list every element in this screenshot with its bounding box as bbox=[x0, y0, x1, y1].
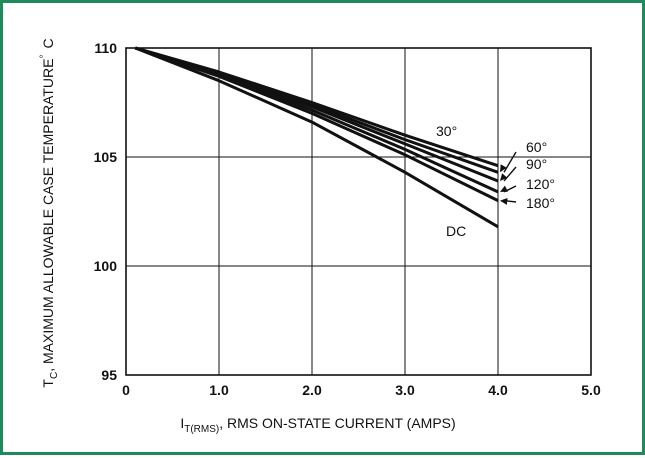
series-line bbox=[134, 46, 499, 202]
x-ticks: 0 1.0 2.0 3.0 4.0 5.0 bbox=[122, 382, 601, 398]
series-line bbox=[134, 46, 499, 229]
series-label: 120° bbox=[526, 176, 555, 192]
x-tick-label: 3.0 bbox=[395, 382, 415, 398]
series-arrow-head bbox=[500, 164, 507, 173]
series-label: 90° bbox=[526, 156, 547, 172]
x-tick-label: 2.0 bbox=[302, 382, 322, 398]
series-arrow-line bbox=[503, 151, 517, 173]
series-label: DC bbox=[446, 223, 466, 239]
x-tick-label: 4.0 bbox=[488, 382, 508, 398]
x-axis-label: IT(RMS), RMS ON-STATE CURRENT (AMPS) bbox=[180, 415, 455, 435]
series-arrow-line bbox=[503, 166, 517, 182]
y-axis-label: TC, MAXIMUM ALLOWABLE CASE TEMPERATURE°C bbox=[39, 38, 60, 387]
series-arrow-head bbox=[500, 198, 508, 205]
y-tick-label: 100 bbox=[94, 258, 118, 274]
y-ticks: 95 100 105 110 bbox=[94, 40, 118, 383]
y-tick-label: 110 bbox=[94, 40, 117, 56]
series-label: 180° bbox=[526, 195, 555, 211]
y-tick-label: 95 bbox=[101, 367, 117, 383]
series-label: 30° bbox=[436, 123, 457, 139]
series-arrow-head bbox=[500, 185, 508, 192]
grid bbox=[125, 47, 592, 376]
chart-svg: 0 1.0 2.0 3.0 4.0 5.0 95 100 105 110 30° 60°90° 12… bbox=[39, 38, 601, 435]
x-tick-label: 0 bbox=[122, 382, 130, 398]
series-arrow-head bbox=[500, 173, 508, 181]
series-label: 60° bbox=[526, 139, 547, 155]
plot-border bbox=[125, 47, 592, 376]
series-lines bbox=[134, 46, 499, 229]
x-tick-label: 1.0 bbox=[209, 382, 229, 398]
x-tick-label: 5.0 bbox=[581, 382, 601, 398]
series-annotations: 30° 60°90° 120° 180° DC bbox=[436, 123, 555, 239]
y-tick-label: 105 bbox=[94, 149, 118, 165]
